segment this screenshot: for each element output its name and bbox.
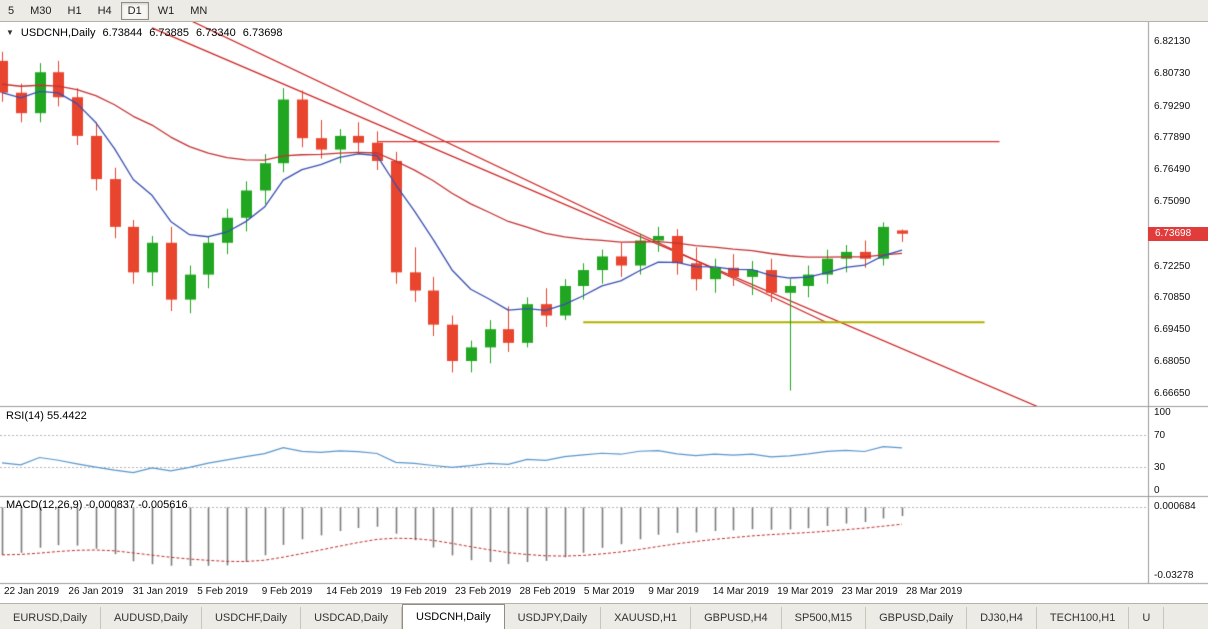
macd-indicator-label: MACD(12,26,9) -0.000837 -0.005616 (6, 499, 188, 511)
date-axis-label: 19 Feb 2019 (390, 586, 447, 597)
price-axis-label: 6.82130 (1154, 36, 1191, 47)
chart-area: ▼ USDCNH,Daily 6.73844 6.73885 6.73340 6… (0, 22, 1208, 603)
date-axis-label: 28 Feb 2019 (519, 586, 576, 597)
chart-close-value: 6.73698 (242, 27, 283, 39)
symbol-tab-gbpusd-h4[interactable]: GBPUSD,H4 (691, 607, 782, 629)
timeframe-button-m30[interactable]: M30 (30, 4, 52, 17)
timeframe-toolbar: 5 M30 H1 H4 D1 W1 MN (0, 0, 1208, 22)
price-axis-label: 6.66650 (1154, 387, 1191, 399)
timeframe-button-h4[interactable]: H4 (97, 4, 112, 17)
price-axis-label: 6.75090 (1154, 196, 1191, 208)
rsi-axis-label: 100 (1154, 407, 1171, 418)
symbol-tab-usdcnh-daily[interactable]: USDCNH,Daily (402, 604, 505, 629)
date-axis-label: 19 Mar 2019 (777, 586, 834, 597)
rsi-axis-label: 30 (1154, 461, 1166, 473)
symbol-tab-xauusd-h1[interactable]: XAUUSD,H1 (601, 607, 692, 629)
price-axis-label: 6.68050 (1154, 356, 1191, 368)
chart-low-value: 6.73340 (196, 27, 236, 39)
date-axis-label: 31 Jan 2019 (132, 586, 188, 597)
date-axis-label: 5 Mar 2019 (583, 586, 635, 597)
symbol-tab-usdcad-daily[interactable]: USDCAD,Daily (301, 607, 403, 629)
macd-axis-label: -0.03278 (1154, 569, 1194, 581)
rsi-axis-label: 70 (1154, 430, 1166, 442)
chart-open-value: 6.73844 (102, 27, 143, 39)
price-axis-label: 6.72250 (1154, 260, 1191, 272)
symbol-tab-eurusd-daily[interactable]: EURUSD,Daily (0, 607, 101, 629)
chart-high-value: 6.73885 (149, 27, 190, 39)
date-axis-label: 23 Feb 2019 (455, 586, 512, 597)
symbol-tab-tech100-h1[interactable]: TECH100,H1 (1037, 607, 1130, 629)
date-axis-label: 9 Feb 2019 (261, 586, 313, 597)
timeframe-button-mn[interactable]: MN (190, 4, 208, 17)
symbol-tab-bar: EURUSD,Daily AUDUSD,Daily USDCHF,Daily USDC… (0, 603, 1208, 629)
date-axis-label: 22 Jan 2019 (4, 586, 60, 597)
date-axis-label: 28 Mar 2019 (906, 586, 963, 597)
symbol-tab-sp500-m15[interactable]: SP500,M15 (782, 607, 867, 629)
price-axis-label: 6.69450 (1154, 324, 1191, 336)
chart-symbol-label: USDCNH,Daily (20, 27, 96, 39)
price-chart-canvas[interactable] (0, 22, 1208, 603)
symbol-tab-u[interactable]: U (1129, 607, 1165, 629)
timeframe-button-w1[interactable]: W1 (157, 4, 175, 17)
date-axis-label: 26 Jan 2019 (68, 586, 124, 597)
date-axis-label: 23 Mar 2019 (841, 586, 898, 597)
rsi-indicator-label: RSI(14) 55.4422 (6, 410, 87, 422)
symbol-tab-gbpusd-daily[interactable]: GBPUSD,Daily (866, 607, 968, 629)
symbol-tab-audusd-daily[interactable]: AUDUSD,Daily (101, 607, 202, 629)
symbol-tab-usdjpy-daily[interactable]: USDJPY,Daily (505, 607, 602, 629)
date-axis-label: 9 Mar 2019 (648, 586, 699, 597)
chart-dropdown-arrow-icon[interactable]: ▼ (6, 28, 14, 37)
current-price-badge: 6.73698 (1148, 226, 1208, 241)
date-axis-label: 5 Feb 2019 (197, 586, 248, 597)
price-axis-label: 6.77890 (1154, 132, 1191, 144)
date-axis-label: 14 Mar 2019 (712, 586, 769, 597)
timeframe-button-d1[interactable]: D1 (120, 1, 149, 20)
price-axis-label: 6.70850 (1154, 292, 1191, 304)
symbol-tab-dj30-h4[interactable]: DJ30,H4 (967, 607, 1037, 629)
symbol-tab-usdchf-daily[interactable]: USDCHF,Daily (202, 607, 302, 629)
timeframe-button-h1[interactable]: H1 (67, 4, 82, 17)
timeframe-button-5[interactable]: 5 (8, 4, 15, 17)
price-axis-label: 6.76490 (1154, 164, 1191, 176)
chart-title: ▼ USDCNH,Daily 6.73844 6.73885 6.73340 6… (6, 27, 283, 39)
date-axis-label: 14 Feb 2019 (326, 586, 383, 597)
price-axis-label: 6.80730 (1154, 67, 1191, 79)
rsi-axis-label: 0 (1154, 485, 1160, 496)
macd-axis-label: 0.000684 (1154, 500, 1196, 512)
price-axis-label: 6.79290 (1154, 100, 1191, 112)
